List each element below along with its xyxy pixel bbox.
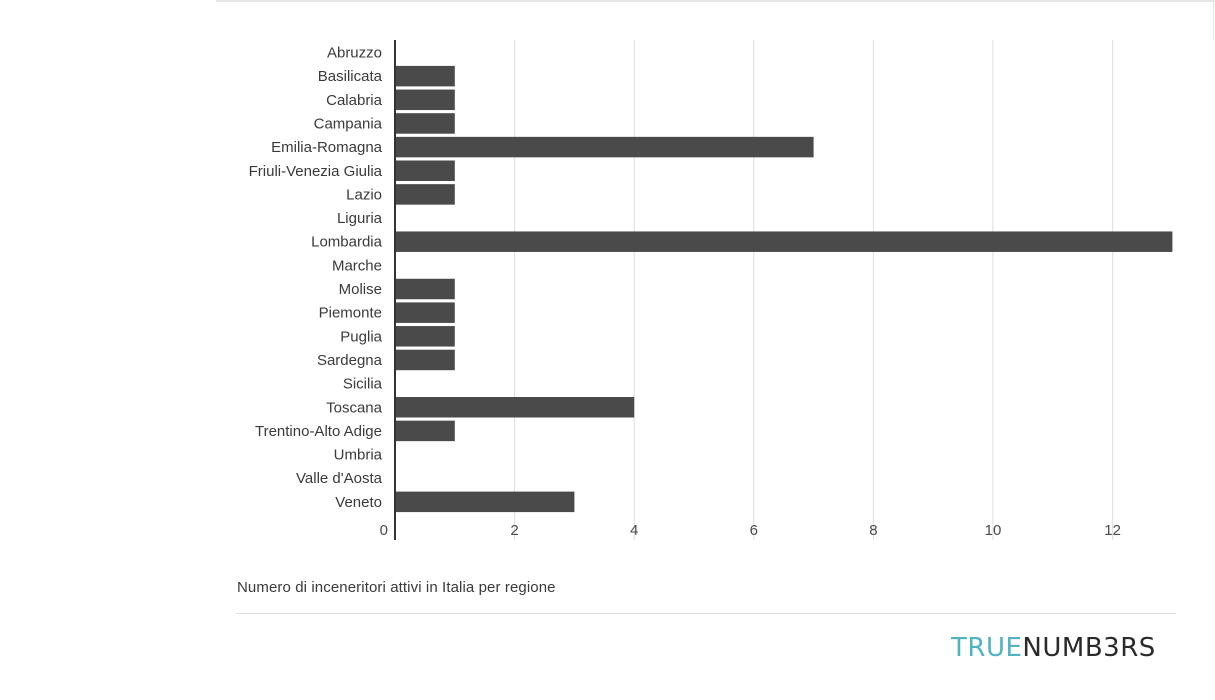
category-label: Umbria [334,447,383,464]
bar [395,491,575,513]
category-label: Calabria [326,92,383,109]
x-tick-label: 6 [750,522,758,539]
bar [395,184,455,205]
category-label: Puglia [340,328,382,345]
category-label: Molise [339,281,382,298]
truenumbers-logo[interactable]: TRUENUMB3RS [951,633,1156,663]
x-tick-label: 4 [630,522,638,539]
bar [395,89,455,111]
logo-part-numbers: NUMB3RS [1022,633,1156,663]
category-label: Marche [332,257,382,274]
bar [395,136,814,158]
bar [395,278,455,300]
category-label: Piemonte [319,305,382,322]
bars [395,65,1173,513]
top-divider [216,0,1215,2]
logo-part-true: TRUE [951,633,1023,663]
x-tick-label: 12 [1104,522,1121,539]
category-label: Trentino-Alto Adige [255,423,382,440]
category-labels: Abruzzo Basilicata Calabria Campania Emilia-… [249,45,383,511]
bar [395,113,455,134]
category-label: Friuli-Venezia Giulia [249,163,383,180]
category-label: Valle d'Aosta [296,470,383,487]
x-tick-label: 10 [985,522,1002,539]
category-label: Emilia-Romagna [271,139,383,156]
category-label: Liguria [337,210,383,227]
category-label: Lazio [346,186,382,203]
x-tick-labels: 0 2 4 6 8 10 12 [380,522,1121,539]
caption-divider [236,613,1176,614]
x-tick-label: 8 [869,522,877,539]
category-label: Sardegna [317,352,383,369]
bar-chart: Abruzzo Basilicata Calabria Campania Emilia-… [249,40,1173,540]
x-tick-label: 2 [510,522,518,539]
category-label: Basilicata [318,68,383,85]
bar [395,65,455,87]
x-tick-label: 0 [380,522,388,539]
bar [395,326,455,347]
grid-lines [514,40,1114,540]
right-divider [1213,0,1214,40]
bar [395,160,455,181]
category-label: Sicilia [343,376,383,393]
chart-caption: Numero di inceneritori attivi in Italia … [237,579,556,596]
category-label: Abruzzo [327,45,382,62]
category-label: Campania [314,115,383,132]
category-label: Veneto [335,494,382,511]
bar [395,397,635,418]
bar [395,302,455,323]
bar [395,231,1173,252]
bar [395,420,455,442]
bar [395,349,455,371]
category-label: Toscana [326,399,383,416]
category-label: Lombardia [311,234,383,251]
